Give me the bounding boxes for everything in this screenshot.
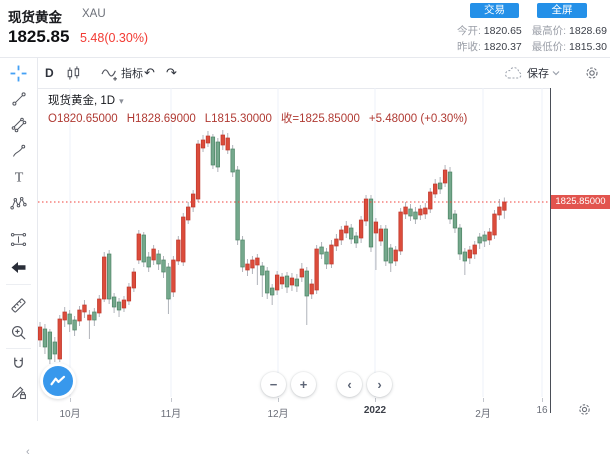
trend-line-icon	[11, 92, 26, 106]
text-tool[interactable]: T	[0, 164, 37, 190]
timezone-settings-button[interactable]	[570, 398, 598, 420]
symbol-code: XAU	[82, 8, 106, 20]
prev-close-label: 昨收:	[456, 41, 481, 53]
time-axis-label: 12月	[267, 409, 289, 420]
trend-line-tool[interactable]	[0, 86, 37, 112]
sidebar-divider	[6, 284, 31, 285]
magnet-icon	[14, 357, 23, 368]
undo-button[interactable]: ↶	[144, 65, 155, 81]
fullscreen-button[interactable]: 全屏	[537, 3, 587, 18]
prev-close-value: 1820.37	[483, 41, 522, 53]
text-icon: T	[14, 171, 23, 186]
legend-high: H1828.69000	[126, 113, 196, 125]
gear-icon	[586, 67, 598, 79]
fib-tool[interactable]	[0, 112, 37, 138]
magnifier-plus-icon	[11, 325, 26, 340]
provider-logo[interactable]	[40, 363, 76, 399]
legend-symbol: 现货黄金, 1D	[48, 95, 116, 107]
zoom-in-tool[interactable]	[0, 319, 37, 345]
high-label: 最高价:	[531, 25, 567, 37]
legend-open: O1820.65000	[48, 113, 118, 125]
sidebar-divider	[6, 348, 31, 349]
drawing-lock-tool[interactable]	[0, 378, 37, 404]
chart-toolbar: D 指标 ↶ ↷ 保存	[38, 58, 610, 89]
chart-legend-title[interactable]: 现货黄金, 1D ▾	[48, 92, 124, 108]
chart-legend-ohlc: O1820.65000 H1828.69000 L1815.30000 收=1825.…	[48, 110, 476, 126]
save-label: 保存	[527, 68, 549, 80]
legend-low: L1815.30000	[204, 113, 272, 125]
pattern-tool[interactable]	[0, 190, 37, 216]
forecast-icon	[10, 232, 27, 246]
crosshair-tool[interactable]	[0, 60, 37, 86]
scroll-right-button[interactable]: ›	[367, 372, 392, 397]
brush-icon	[12, 144, 25, 157]
time-scale[interactable]: 10月 11月 12月 2022 2月 16	[38, 397, 550, 421]
low-value: 1815.30	[569, 41, 607, 53]
last-price-tag: 1825.85000	[551, 195, 610, 209]
price-change: 5.48(0.30%)	[80, 31, 149, 45]
legend-close: 收=1825.85000	[280, 113, 360, 125]
daily-stats: 今开: 1820.65 最高价: 1828.69 昨收: 1820.37 最低价…	[457, 23, 607, 55]
arrow-tool[interactable]	[0, 254, 37, 280]
pencil-lock-icon	[11, 386, 26, 399]
stats-row-1: 今开: 1820.65 最高价: 1828.69	[457, 23, 607, 39]
zoom-in-button[interactable]: +	[291, 372, 316, 397]
arrow-left-icon	[11, 261, 26, 273]
crosshair-icon	[10, 65, 27, 81]
time-axis-label: 16	[536, 405, 548, 416]
scroll-left-button[interactable]: ‹	[337, 372, 362, 397]
time-axis-tick	[278, 398, 279, 402]
magnet-tool[interactable]	[0, 350, 37, 376]
open-label: 今开:	[456, 25, 481, 37]
brush-tool[interactable]	[0, 138, 37, 164]
ruler-icon	[11, 297, 26, 313]
logo-chart-icon	[43, 366, 73, 396]
redo-button[interactable]: ↷	[166, 65, 177, 81]
chart-style-button[interactable]	[65, 58, 82, 88]
trade-button[interactable]: 交易	[470, 3, 519, 18]
xabcd-pattern-icon	[10, 196, 27, 210]
time-axis-label: 2月	[475, 409, 491, 420]
symbol-name: 现货黄金	[8, 10, 62, 25]
drawing-toolbar: T	[0, 58, 38, 458]
time-axis-tick	[70, 398, 71, 402]
time-axis-tick	[171, 398, 172, 402]
zoom-out-button[interactable]: −	[261, 372, 286, 397]
svg-text:T: T	[14, 171, 23, 186]
indicator-wave-icon	[101, 68, 117, 81]
time-axis-tick	[542, 398, 543, 402]
candlestick-chart[interactable]	[38, 88, 550, 397]
price-axis-border	[550, 88, 551, 413]
fib-lines-icon	[11, 117, 26, 133]
time-axis-tick	[375, 398, 376, 402]
candlestick-style-icon	[67, 65, 80, 80]
sidebar-collapse-handle[interactable]: ‹	[26, 446, 30, 458]
gear-icon	[578, 403, 590, 415]
open-value: 1820.65	[483, 25, 522, 37]
legend-caret-icon: ▾	[119, 96, 124, 106]
indicators-label: 指标	[121, 68, 143, 80]
low-label: 最低价:	[531, 41, 567, 53]
chart-pane[interactable]	[38, 88, 550, 397]
time-axis-label: 2022	[363, 405, 387, 416]
time-axis-label: 10月	[59, 409, 81, 420]
chart-settings-button[interactable]	[584, 58, 600, 88]
time-axis-tick	[483, 398, 484, 402]
legend-change: +5.48000 (+0.30%)	[368, 113, 468, 125]
time-axis-label: 11月	[160, 409, 182, 420]
cloud-icon	[505, 67, 522, 79]
interval-button[interactable]: D	[45, 66, 54, 80]
forecast-tool[interactable]	[0, 226, 37, 252]
last-price: 1825.85	[8, 27, 70, 46]
high-value: 1828.69	[569, 25, 607, 37]
ruler-tool[interactable]	[0, 292, 37, 318]
stats-row-2: 昨收: 1820.37 最低价: 1815.30	[457, 39, 607, 55]
save-button[interactable]: 保存	[504, 58, 560, 88]
header: 现货黄金 XAU 1825.85 5.48(0.30%) 交易 全屏 今开: 1…	[0, 0, 610, 58]
chevron-down-icon	[552, 71, 560, 76]
indicators-button[interactable]: 指标	[101, 58, 143, 88]
price-scale[interactable]	[551, 88, 610, 397]
